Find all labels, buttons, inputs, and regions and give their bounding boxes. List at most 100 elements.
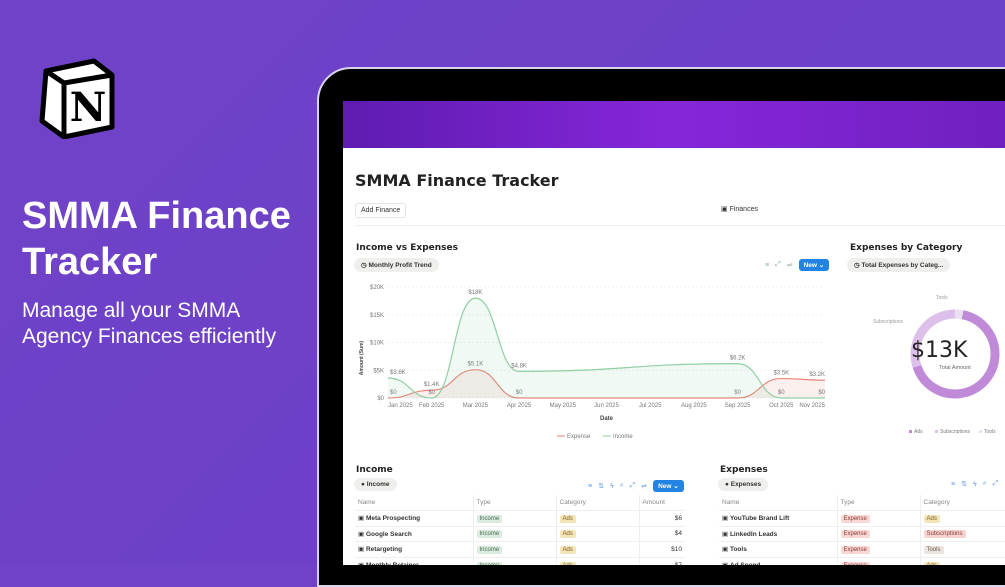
- filter-icon[interactable]: ≡: [588, 482, 593, 490]
- sort-icon[interactable]: ⇅: [961, 481, 967, 488]
- row-name[interactable]: Monthly Retainer: [366, 562, 419, 565]
- tag: Ads: [923, 561, 940, 565]
- row-name[interactable]: Ad Spend: [730, 562, 760, 565]
- sort-icon[interactable]: ⇅: [598, 483, 604, 490]
- x-tick-label: Jul 2025: [639, 403, 662, 409]
- tag: Ads: [559, 530, 576, 539]
- automation-icon[interactable]: ϟ: [609, 482, 614, 490]
- tag: Income: [476, 545, 503, 554]
- legend-item: Income: [613, 434, 633, 440]
- column-header[interactable]: Amount: [638, 495, 685, 511]
- tag: Ads: [559, 514, 576, 523]
- x-tick-label: Mar 2025: [463, 403, 489, 409]
- row-name[interactable]: YouTube Brand Lift: [729, 515, 790, 523]
- automation-icon[interactable]: ϟ: [972, 480, 977, 488]
- page-icon: ▣: [358, 546, 366, 554]
- column-header[interactable]: Name: [358, 499, 376, 506]
- chart-icon: ◷: [361, 262, 369, 269]
- x-tick-label: Feb 2025: [419, 403, 445, 409]
- slice-subscriptions: [910, 309, 956, 368]
- database-icon: ●: [361, 481, 367, 488]
- x-axis-label: Date: [600, 416, 614, 422]
- x-tick-label: Sep 2025: [725, 403, 751, 409]
- table-row[interactable]: ▣ Google Search Income Ads $4: [355, 525, 685, 542]
- y-axis-label: Amount (Sum): [359, 340, 365, 375]
- view-tab-monthly-profit-trend[interactable]: ◷ Monthly Profit Trend: [354, 258, 439, 272]
- column-header[interactable]: Type: [836, 495, 920, 511]
- table-row[interactable]: ▣ YouTube Brand Lift Expense Ads: [719, 510, 1005, 526]
- page-icon: ▣: [722, 515, 730, 523]
- view-tab-expenses[interactable]: ● Expenses: [718, 478, 769, 491]
- amount-cell: $10: [638, 541, 685, 557]
- page-icon: ▣: [358, 530, 366, 538]
- expenses-donut-chart: Ads Subscriptions Tools Subscriptions Tools: [873, 295, 1000, 435]
- new-button[interactable]: New ⌄: [653, 480, 684, 492]
- income-table: Name Type Category Amount ▣ Meta Prospectin…: [355, 495, 685, 565]
- income-toolbar: ≡ ⇅ ϟ ⌕ ⤢ ⇌ New ⌄: [588, 480, 684, 492]
- data-label: $4.8K: [511, 363, 527, 369]
- row-name[interactable]: Meta Prospecting: [365, 515, 421, 523]
- column-header[interactable]: Type: [472, 495, 556, 511]
- data-label: $3.6K: [390, 370, 406, 376]
- x-tick-label: Nov 2025: [799, 403, 825, 409]
- data-label: $18K: [468, 290, 482, 296]
- x-tick-label: Aug 2025: [681, 403, 707, 409]
- table-row[interactable]: ▣ Ad Spend Expense Ads: [719, 556, 1005, 565]
- income-vs-expenses-title: Income vs Expenses: [356, 243, 458, 253]
- slice-label: Tools: [936, 295, 948, 301]
- tag: Income: [476, 530, 503, 539]
- x-tick-label: Apr 2025: [507, 403, 532, 409]
- data-label: $0: [516, 390, 523, 396]
- column-header[interactable]: Category: [919, 495, 1005, 511]
- income-expense-line-chart: $0 $5K $10K $15K $20K Jan 2025 Feb 2025 Mar 202…: [359, 285, 826, 440]
- notion-logo: N: [39, 58, 115, 139]
- amount-cell: $6: [638, 510, 685, 526]
- table-row[interactable]: ▣ Tools Expense Tools: [719, 541, 1005, 557]
- tag: Ads: [559, 545, 576, 554]
- page-cover: [343, 101, 1005, 148]
- y-tick-label: $10K: [370, 341, 384, 347]
- tag: Ads: [559, 561, 576, 565]
- table-row[interactable]: ▣ LinkedIn Leads Expense Subscriptions: [719, 525, 1005, 542]
- series-line-expense: [387, 369, 826, 399]
- view-tab-income[interactable]: ● Income: [354, 478, 397, 491]
- row-name[interactable]: Retargeting: [365, 546, 403, 554]
- page-icon: ▣: [722, 546, 730, 554]
- column-header[interactable]: Category: [555, 495, 639, 511]
- amount-cell: $4: [638, 525, 685, 542]
- filter-icon[interactable]: ≡: [951, 480, 956, 488]
- legend-swatch: [979, 430, 982, 433]
- column-header[interactable]: Name: [722, 499, 740, 506]
- tag: Expense: [840, 514, 870, 523]
- expand-icon[interactable]: ⤢: [992, 480, 999, 487]
- data-label: $0: [428, 390, 435, 396]
- chart-toolbar: ≡ ⤢ ⇌ New ⌄: [765, 259, 830, 271]
- tag: Ads: [923, 514, 940, 523]
- legend-item: Tools: [984, 429, 996, 435]
- search-icon[interactable]: ⌕: [982, 480, 987, 487]
- row-name[interactable]: Google Search: [365, 530, 412, 538]
- legend-item: Subscriptions: [940, 429, 971, 435]
- settings-icon[interactable]: ⇌: [641, 483, 648, 490]
- x-tick-label: Jan 2025: [388, 403, 413, 409]
- add-finance-button[interactable]: Add Finance: [355, 203, 407, 218]
- table-row[interactable]: ▣ Monthly Retainer Income Ads $7: [355, 556, 685, 565]
- filter-icon[interactable]: ≡: [765, 261, 770, 269]
- row-name[interactable]: Tools: [729, 546, 747, 554]
- table-row[interactable]: ▣ Meta Prospecting Income Ads $6: [355, 510, 685, 526]
- expand-icon[interactable]: ⤢: [629, 482, 636, 489]
- page-title: SMMA Finance Tracker: [355, 171, 559, 190]
- settings-icon[interactable]: ⇌: [786, 262, 793, 269]
- search-icon[interactable]: ⌕: [619, 482, 624, 489]
- expenses-section-title: Expenses: [720, 465, 768, 475]
- expand-icon[interactable]: ⤢: [775, 261, 781, 268]
- legend-swatch: [909, 430, 912, 433]
- data-label: $6.2K: [730, 356, 746, 362]
- finances-link[interactable]: ▣ Finances: [721, 206, 758, 213]
- new-button[interactable]: New ⌄: [798, 259, 830, 271]
- data-label: $0: [390, 390, 397, 396]
- row-name[interactable]: LinkedIn Leads: [729, 530, 778, 538]
- view-tab-total-expenses[interactable]: ◷ Total Expenses by Categ...: [847, 258, 951, 272]
- chart-icon: ◷: [854, 262, 862, 269]
- table-row[interactable]: ▣ Retargeting Income Ads $10: [355, 541, 685, 557]
